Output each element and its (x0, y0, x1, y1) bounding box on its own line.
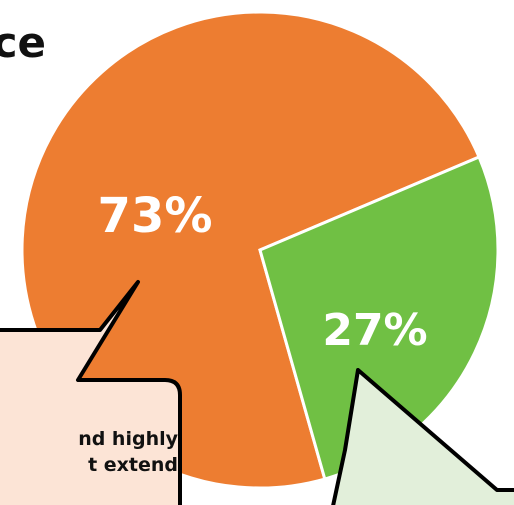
callout-major-bubble (0, 280, 182, 505)
callout-major: nd highly t extend (0, 280, 182, 505)
callout-major-line2: t extend (88, 454, 178, 476)
pie-slices (20, 10, 500, 490)
chart-title-fragment: ce (0, 18, 46, 67)
callout-minor-bubble (331, 368, 514, 505)
callout-major-line1: nd highly (78, 428, 178, 450)
pie-slice-label: 73% (98, 188, 213, 244)
pie-labels: 73% 27% (98, 188, 428, 356)
callout-minor (331, 368, 514, 505)
pie-slice-label: 27% (322, 305, 427, 356)
